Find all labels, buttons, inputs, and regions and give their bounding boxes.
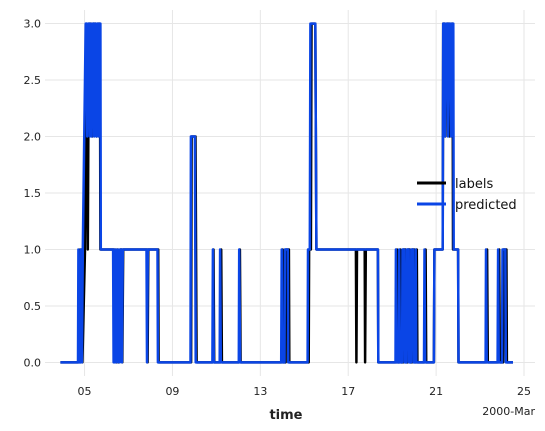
y-tick-label: 2.5: [24, 74, 42, 87]
y-tick-label: 1.5: [24, 187, 42, 200]
x-axis-label: time: [269, 408, 302, 423]
x-tick-label: 05: [78, 385, 92, 398]
series-layer: [60, 22, 513, 364]
y-tick-label: 2.0: [24, 131, 42, 144]
x-tick-label: 17: [341, 385, 355, 398]
y-tick-label: 0.5: [24, 300, 42, 313]
x-tick-label: 21: [429, 385, 443, 398]
y-tick-label: 1.0: [24, 243, 42, 256]
x-tick-label: 25: [517, 385, 531, 398]
y-tick-label: 3.0: [24, 18, 42, 31]
series-line-predicted: [60, 22, 513, 364]
legend-label-predicted: predicted: [455, 198, 517, 213]
x-tick-label: 13: [253, 385, 267, 398]
y-tick-labels: 0.0 0.5 1.0 1.5 2.0 2.5 3.0: [24, 18, 42, 370]
legend-label-labels: labels: [455, 177, 493, 192]
x-tick-label: 09: [165, 385, 179, 398]
x-axis-offset-label: 2000-Mar: [482, 405, 535, 418]
y-tick-label: 0.0: [24, 356, 42, 369]
x-tick-labels: 05 09 13 17 21 25: [78, 385, 531, 398]
legend: labels predicted: [417, 177, 517, 213]
